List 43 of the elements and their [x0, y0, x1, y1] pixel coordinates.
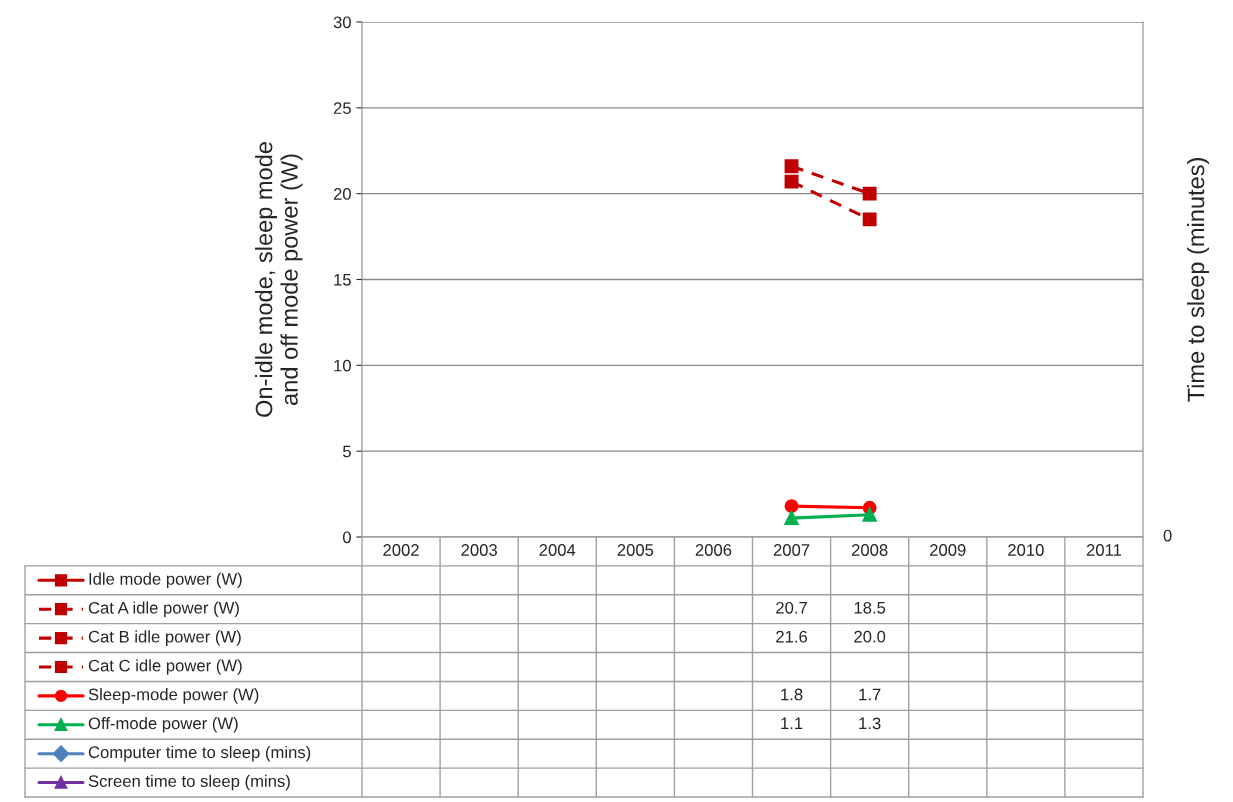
point: [862, 507, 877, 522]
data-label: 18.5: [854, 601, 886, 614]
legend-label: Idle mode power (W): [89, 572, 242, 589]
data-label: 1.1: [781, 717, 803, 730]
x-tick-label: 2009: [930, 544, 966, 556]
data-label: 1.8: [781, 688, 803, 701]
data-label: 1.7: [859, 688, 881, 701]
legend-label: Cat C idle power (W): [88, 659, 242, 675]
legend-label: Screen time to sleep (mins): [88, 774, 290, 791]
legend-label: Off-mode power (W): [88, 717, 238, 733]
x-tick-label: 2003: [461, 544, 497, 556]
y-axis-title: On-idle mode, sleep mode and off mode power (W): [255, 142, 303, 417]
x-tick-label: 2008: [851, 544, 888, 556]
y-tick-label: 25: [333, 102, 351, 115]
x-tick-label: 2006: [695, 544, 732, 556]
y-tick-label: 0: [342, 531, 351, 544]
y-tick-label: 15: [334, 274, 351, 286]
point: [862, 186, 877, 201]
x-tick-label: 2004: [539, 544, 576, 556]
data-label: 20.0: [854, 630, 886, 643]
text: Time to sleep (minutes): [1186, 158, 1210, 402]
point: [784, 511, 799, 526]
point: [784, 499, 799, 514]
point: [784, 159, 799, 174]
legend-label: Cat B idle power (W): [88, 630, 241, 646]
legend-label: Sleep-mode power (W): [88, 688, 259, 704]
data-label: 1.3: [859, 717, 881, 730]
y-tick-label: 10: [334, 359, 351, 372]
y-tick-label: 30: [333, 16, 351, 29]
x-tick-label: 2005: [617, 544, 654, 556]
y-tick-label: 20: [333, 188, 351, 200]
y-tick-label: 5: [342, 445, 351, 458]
x-tick-label: 2010: [1008, 544, 1044, 556]
data-label: 21.6: [776, 630, 808, 643]
legend-label: Cat A idle power (W): [88, 601, 239, 617]
legend-label: Computer time to sleep (mins): [88, 745, 311, 762]
x-tick-label: 2007: [773, 544, 810, 556]
x-tick-label: 2011: [1086, 544, 1122, 556]
data-label: 20.7: [776, 601, 807, 614]
x-tick-label: 2002: [383, 544, 419, 556]
text: 0: [1163, 529, 1172, 542]
point: [784, 174, 799, 189]
point: [862, 212, 877, 227]
